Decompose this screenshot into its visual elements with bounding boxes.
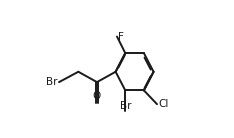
Text: Br: Br bbox=[46, 77, 58, 87]
Text: F: F bbox=[118, 32, 124, 42]
Text: O: O bbox=[93, 91, 101, 101]
Text: Cl: Cl bbox=[158, 99, 169, 109]
Text: Br: Br bbox=[120, 101, 131, 111]
